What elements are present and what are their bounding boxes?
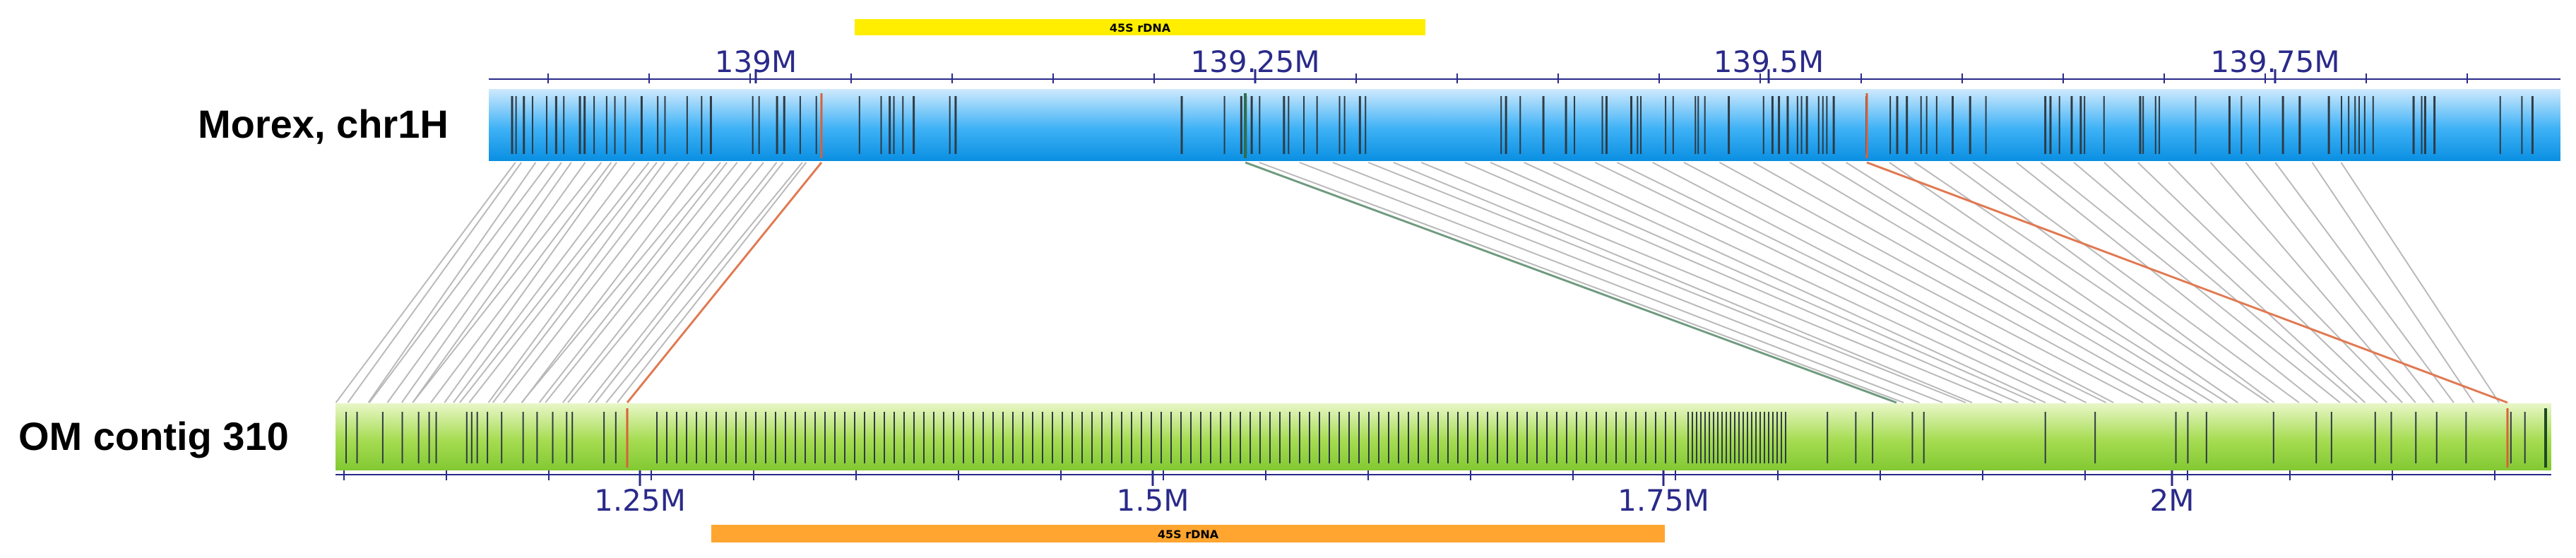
alignment-connector	[545, 162, 738, 403]
bottom-tick-label-1: 1.25M	[594, 483, 686, 518]
bottom-track-markers	[345, 408, 2547, 468]
bottom-major-ticks	[639, 470, 2173, 486]
alignment-connector	[1553, 162, 2067, 403]
alignment-connector	[1683, 162, 2144, 403]
bottom-track-label: OM contig 310	[18, 414, 289, 458]
alignment-connector	[412, 162, 603, 403]
alignment-connector	[487, 162, 665, 403]
alignment-connector	[1652, 162, 2114, 403]
top-track: 45S rDNA 139M 139.25M 139.5M 139.75M	[489, 19, 2560, 161]
bottom-track: 1.25M 1.5M 1.75M 2M 45S rDNA	[336, 403, 2551, 542]
alignment-connector	[2040, 162, 2341, 403]
alignment-connector	[1259, 162, 1904, 403]
alignment-connector	[1889, 162, 2238, 403]
top-annotation-bar	[855, 19, 1425, 35]
alignment-connector	[1821, 162, 2214, 403]
alignment-connector	[412, 162, 586, 403]
alignment-connector	[521, 162, 705, 403]
alignment-connector	[1846, 162, 2228, 403]
top-major-ticks	[754, 69, 2277, 83]
alignment-connector	[1866, 161, 2508, 404]
bottom-tick-label-3: 1.75M	[1618, 483, 1709, 518]
alignment-connector	[1420, 162, 2002, 403]
alignment-connector	[335, 162, 516, 403]
alignment-connectors	[335, 161, 2508, 404]
alignment-connector	[1972, 162, 2300, 403]
alignment-connector	[400, 162, 572, 403]
alignment-connector	[567, 162, 764, 403]
top-minor-ticks	[547, 73, 2468, 83]
top-tick-label-2: 139.25M	[1190, 44, 1319, 79]
alignment-connector	[1949, 162, 2275, 403]
top-track-label: Morex, chr1H	[198, 102, 449, 146]
alignment-connector	[1393, 162, 1973, 403]
top-tick-label-3: 139.5M	[1714, 44, 1824, 79]
alignment-connector	[453, 162, 636, 403]
bottom-annotation-bar	[711, 525, 1665, 542]
alignment-connector	[1245, 161, 1897, 404]
alignment-connector	[2245, 162, 2435, 403]
alignment-connector	[369, 162, 550, 403]
top-track-bar	[489, 89, 2560, 161]
bottom-tick-label-2: 1.5M	[1116, 483, 1189, 518]
alignment-connector	[1752, 162, 2180, 403]
alignment-connector	[367, 162, 537, 403]
top-annotation-label: 45S rDNA	[1110, 21, 1171, 35]
alignment-connector	[1719, 162, 2161, 403]
alignment-connector	[595, 162, 784, 403]
alignment-connector	[605, 162, 803, 403]
alignment-connector	[1367, 162, 1966, 403]
alignment-connector	[459, 162, 650, 403]
alignment-connector	[468, 162, 658, 403]
top-track-markers	[511, 93, 2534, 158]
alignment-connector	[2016, 162, 2318, 403]
alignment-connector	[2103, 162, 2366, 403]
alignment-connector	[1490, 162, 2036, 403]
bottom-tick-label-4: 2M	[2150, 483, 2195, 518]
alignment-connector	[562, 162, 752, 403]
top-tick-label-1: 139M	[715, 44, 797, 79]
alignment-connector	[1332, 162, 1943, 403]
alignment-connector	[1617, 162, 2107, 403]
alignment-connector	[430, 162, 612, 403]
bottom-track-bar	[336, 403, 2551, 470]
alignment-connector	[588, 162, 778, 403]
alignment-connector	[1594, 162, 2087, 403]
alignment-connector	[386, 162, 562, 403]
alignment-connector	[2168, 162, 2403, 403]
alignment-connector	[1524, 162, 2046, 403]
alignment-connector	[2073, 162, 2358, 403]
alignment-connector	[2311, 162, 2475, 403]
alignment-connector	[626, 162, 823, 403]
alignment-connector	[2137, 162, 2387, 403]
alignment-connector	[2274, 162, 2455, 403]
alignment-connector	[1789, 162, 2197, 403]
bottom-annotation-label: 45S rDNA	[1158, 528, 1219, 541]
alignment-connector	[1299, 162, 1920, 403]
alignment-connector	[503, 162, 690, 403]
bottom-minor-ticks	[343, 470, 2495, 480]
alignment-connector	[538, 162, 728, 403]
alignment-connector	[492, 162, 679, 403]
alignment-connector	[2340, 162, 2500, 403]
alignment-connector	[617, 162, 807, 403]
alignment-connector	[347, 162, 522, 403]
alignment-connector	[521, 162, 721, 403]
alignment-connector	[1464, 162, 2019, 403]
alignment-connector	[444, 162, 617, 403]
top-tick-label-4: 139.75M	[2210, 44, 2339, 79]
alignment-connector	[2209, 162, 2416, 403]
